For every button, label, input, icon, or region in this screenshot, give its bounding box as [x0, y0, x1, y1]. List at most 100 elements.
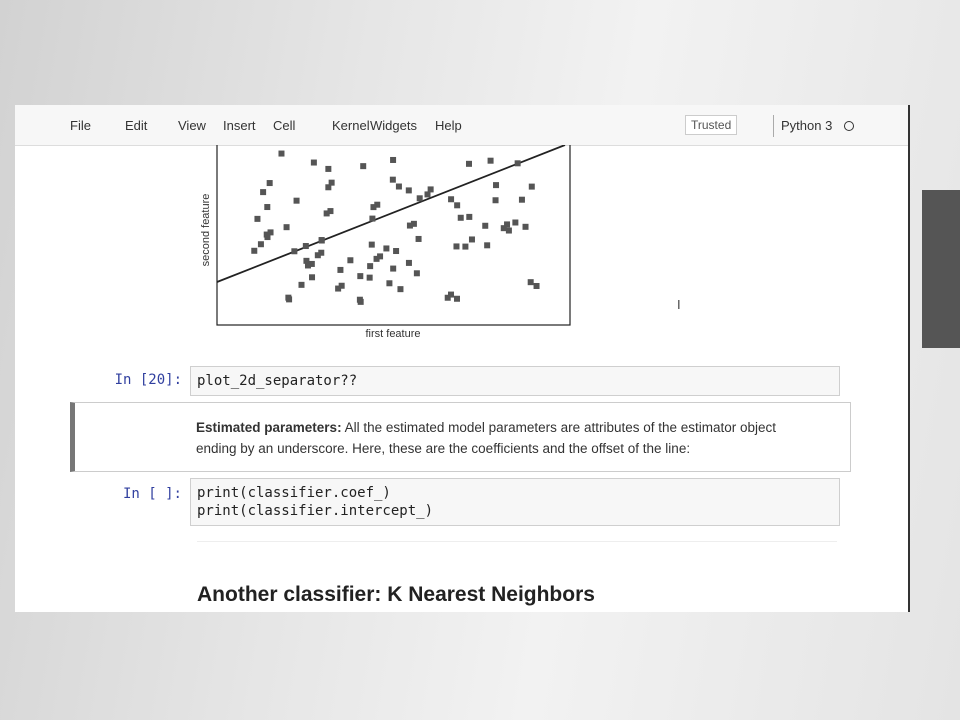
scatter-dot [454, 202, 461, 209]
scatter-dot [405, 259, 412, 266]
scatter-dot [492, 197, 499, 204]
text-cursor: I [677, 297, 681, 312]
scatter-dot [325, 184, 332, 191]
scatter-dot [448, 196, 455, 203]
scatter-dot [373, 255, 380, 262]
menu-item[interactable]: Insert [223, 118, 256, 133]
scatter-dot [390, 265, 397, 272]
scatter-dot [367, 263, 374, 270]
scatter-dot [309, 274, 316, 281]
scatter-dot [285, 294, 292, 301]
scatter-dot [310, 159, 317, 166]
code-line: print(classifier.coef_) [197, 485, 391, 501]
menu-bar [15, 105, 908, 146]
scatter-dot [260, 189, 267, 196]
scatter-dot [291, 248, 298, 255]
markdown-text: Estimated parameters: All the estimated … [196, 417, 846, 459]
menu-item[interactable]: Widgets [370, 118, 417, 133]
scatter-dot [369, 215, 376, 222]
scatter-dot [416, 195, 423, 202]
scatter-dot [254, 215, 261, 222]
scatter-dot [527, 279, 534, 286]
divider [197, 541, 837, 542]
separator-line [216, 145, 566, 283]
scatter-dot [335, 285, 342, 292]
side-panel [922, 190, 960, 348]
scatter-dot [266, 180, 273, 187]
scatter-dot [325, 165, 332, 172]
code-line: plot_2d_separator?? [197, 373, 358, 389]
scatter-dot [278, 150, 285, 157]
prompt: In [ ]: [122, 486, 182, 502]
scatter-dot [397, 286, 404, 293]
scatter-dot [386, 280, 393, 287]
menu-item[interactable]: File [70, 118, 91, 133]
scatter-dot [413, 270, 420, 277]
scatter-dot [484, 242, 491, 249]
scatter-dot [493, 182, 500, 189]
scatter-dot [465, 160, 472, 167]
menu-item[interactable]: Cell [273, 118, 296, 133]
scatter-dot [257, 241, 264, 248]
scatter-dot [512, 219, 519, 226]
bold-text: Estimated parameters: [196, 420, 342, 435]
scatter-dot [453, 243, 460, 250]
scatter-dot [302, 243, 309, 250]
scatter-dot [347, 257, 354, 264]
scatter-dot [514, 160, 521, 167]
scatter-dot [415, 235, 422, 242]
scatter-dot [406, 222, 413, 229]
scatter-dot [368, 241, 375, 248]
scatter-dot [264, 204, 271, 211]
scatter-dot [304, 262, 311, 269]
scatter-dot [505, 227, 512, 234]
scatter-dot [533, 282, 540, 289]
separator [773, 115, 774, 137]
scatter-dot [383, 245, 390, 252]
code-cell[interactable]: plot_2d_separator?? [190, 366, 840, 396]
markdown-cell[interactable]: Estimated parameters: All the estimated … [70, 402, 851, 472]
scatter-dot [283, 224, 290, 231]
scatter-dot [427, 186, 434, 193]
scatter-dot [323, 210, 330, 217]
scatter-dot [318, 237, 325, 244]
scatter-dot [264, 234, 271, 241]
trusted-button[interactable]: Trusted [685, 115, 738, 135]
kernel-name: Python 3 [781, 118, 833, 133]
scatter-dot [293, 197, 300, 204]
code-line: print(classifier.intercept_) [197, 503, 434, 519]
scatter-dot [448, 291, 455, 298]
scatter-dot [374, 201, 381, 208]
prompt: In [20]: [114, 372, 182, 388]
scatter-dot [389, 176, 396, 183]
scatter-dot [267, 229, 274, 236]
menu-item[interactable]: Edit [125, 118, 148, 133]
code-cell[interactable]: print(classifier.coef_) print(classifier… [190, 478, 840, 526]
scatter-dot [308, 260, 315, 267]
kernel-indicator [844, 121, 854, 131]
scatter-dot [393, 248, 400, 255]
menu-item[interactable]: Kernel [332, 118, 370, 133]
heading: Another classifier: K Nearest Neighbors [197, 583, 595, 606]
scatter-dot [298, 281, 305, 288]
menu-item[interactable]: View [178, 118, 206, 133]
scatter-dot [337, 266, 344, 273]
plot-frame [216, 145, 571, 326]
text-line: All the estimated model parameters are a… [344, 420, 777, 435]
scatter-dot [453, 295, 460, 302]
y-axis-label: second feature [200, 194, 212, 267]
scatter-dot [482, 222, 489, 229]
text-line: ending by an underscore. Here, these are… [196, 441, 691, 456]
scatter-dot [468, 236, 475, 243]
scatter-dot [327, 208, 334, 215]
scatter-dot [518, 196, 525, 203]
scatter-dot [528, 183, 535, 190]
scatter-dot [328, 179, 335, 186]
scatter-dot [303, 257, 310, 264]
scatter-dot [318, 249, 325, 256]
menu-item[interactable]: Help [435, 118, 462, 133]
scatter-dot [457, 214, 464, 221]
scatter-dot [360, 163, 367, 170]
scatter-dot [370, 204, 377, 211]
